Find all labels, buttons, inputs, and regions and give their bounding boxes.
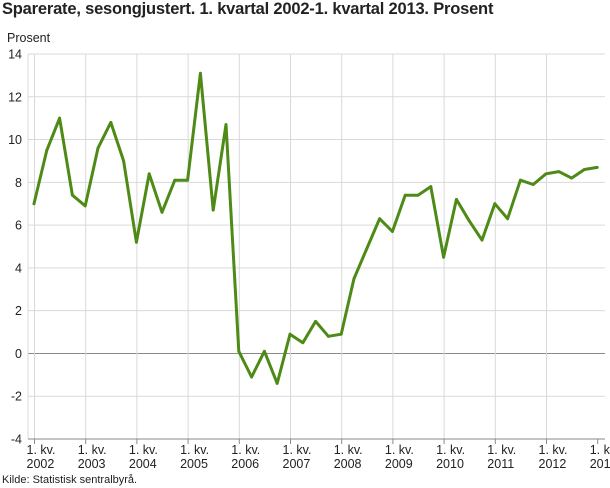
source-note: Kilde: Statistisk sentralbyrå. <box>2 474 138 486</box>
data-point <box>224 123 228 126</box>
data-point <box>506 217 509 221</box>
data-point <box>583 168 586 171</box>
x-tick-label-year: 2009 <box>385 457 413 471</box>
data-point <box>378 217 381 221</box>
x-tick-label-year: 2002 <box>27 457 55 471</box>
data-point <box>263 349 266 353</box>
y-tick-label: -2 <box>11 390 22 404</box>
data-point <box>595 165 599 169</box>
y-tick-label: 8 <box>15 176 22 190</box>
x-axis-ticks <box>34 439 599 444</box>
data-point <box>83 204 87 208</box>
data-point <box>237 349 241 353</box>
y-tick-label: 0 <box>15 347 22 361</box>
data-point <box>455 198 458 201</box>
data-point <box>429 185 433 189</box>
series-line-group <box>32 71 599 385</box>
data-point <box>173 178 177 182</box>
x-tick-label-year: 2004 <box>129 457 157 471</box>
x-tick-label-quarter: 1. kv. <box>436 443 465 457</box>
data-point <box>122 159 125 163</box>
x-tick-label-year: 2003 <box>78 457 106 471</box>
data-point <box>570 176 573 180</box>
x-tick-label-quarter: 1. kv. <box>590 443 610 457</box>
data-point <box>45 148 49 152</box>
y-tick-label: 2 <box>15 304 22 318</box>
data-point <box>288 332 292 336</box>
data-point <box>32 202 36 206</box>
x-tick-label-quarter: 1. kv. <box>129 443 158 457</box>
data-point <box>199 71 202 75</box>
y-axis-label: Prosent <box>7 31 51 45</box>
data-point <box>186 178 190 182</box>
x-tick-label-quarter: 1. kv. <box>231 443 260 457</box>
data-point <box>365 247 369 251</box>
x-tick-label-year: 2008 <box>334 457 362 471</box>
data-point <box>339 332 343 336</box>
data-point <box>71 193 74 197</box>
data-point <box>557 170 561 174</box>
x-tick-label-quarter: 1. kv. <box>180 443 209 457</box>
data-point <box>58 116 61 120</box>
data-point <box>327 334 330 338</box>
data-point <box>519 178 522 182</box>
data-point <box>211 208 215 212</box>
data-point <box>442 255 445 259</box>
data-point <box>391 230 394 233</box>
data-point <box>96 146 100 150</box>
x-tick-label-quarter: 1. kv. <box>334 443 363 457</box>
x-tick-label-year: 2012 <box>539 457 567 471</box>
y-tick-label: 10 <box>8 133 22 147</box>
x-tick-label-year: 2013 <box>590 457 610 471</box>
data-point <box>544 172 548 176</box>
x-tick-label-quarter: 1. kv. <box>78 443 107 457</box>
x-tick-label-quarter: 1. kv. <box>27 443 56 457</box>
y-tick-label: 12 <box>8 90 22 104</box>
data-point <box>275 381 279 385</box>
data-point <box>135 240 138 244</box>
gridlines <box>27 53 605 440</box>
data-point <box>147 172 151 176</box>
x-tick-label-year: 2010 <box>436 457 464 471</box>
chart-title: Sparerate, sesongjustert. 1. kvartal 200… <box>2 0 494 18</box>
data-point <box>467 219 471 223</box>
data-point <box>301 341 305 345</box>
data-point <box>160 210 164 214</box>
y-tick-label: 6 <box>15 219 22 233</box>
x-tick-label-quarter: 1. kv. <box>385 443 414 457</box>
x-tick-label-year: 2006 <box>231 457 259 471</box>
x-tick-label-year: 2005 <box>180 457 208 471</box>
x-tick-label-quarter: 1. kv. <box>539 443 568 457</box>
data-point <box>109 121 113 124</box>
data-point <box>403 193 407 197</box>
x-tick-label-quarter: 1. kv. <box>487 443 516 457</box>
y-tick-label: 4 <box>15 261 22 275</box>
data-point <box>493 202 497 206</box>
y-tick-labels: -4 -2 0 2 4 6 8 10 12 14 <box>8 48 22 447</box>
data-point <box>416 193 420 197</box>
data-point <box>480 238 484 242</box>
data-point <box>314 319 317 323</box>
x-tick-label-year: 2011 <box>487 457 514 471</box>
data-point <box>250 375 254 379</box>
x-tick-label-quarter: 1. kv. <box>283 443 312 457</box>
series-line <box>32 71 599 385</box>
data-point <box>352 277 356 280</box>
x-tick-label-year: 2007 <box>283 457 311 471</box>
y-tick-label: -4 <box>11 433 22 447</box>
data-point <box>531 183 535 186</box>
y-tick-label: 14 <box>8 48 22 62</box>
